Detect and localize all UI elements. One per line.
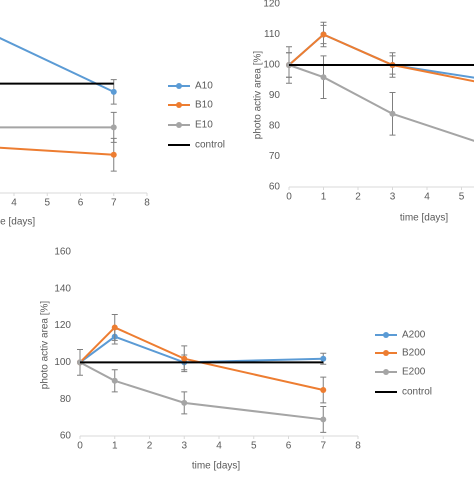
legend-label: B10 (195, 100, 213, 111)
x-tick-label: 8 (355, 441, 361, 452)
legend-label: A200 (402, 330, 426, 341)
y-tick-label: 90 (269, 90, 281, 101)
x-tick-label: 5 (44, 198, 50, 209)
x-axis-label: time [days] (400, 213, 449, 224)
legend-marker (176, 83, 182, 89)
point (320, 416, 327, 423)
x-tick-label: 6 (78, 198, 84, 209)
y-tick-label: 60 (269, 182, 281, 193)
x-tick-label: 7 (111, 198, 117, 209)
x-tick-label: 8 (144, 198, 150, 209)
y-tick-label: 80 (60, 394, 72, 405)
y-tick-label: 120 (263, 0, 280, 10)
point (320, 355, 327, 362)
series-line (0, 36, 115, 93)
point (110, 88, 117, 95)
x-tick-label: 4 (424, 192, 430, 203)
legend-label: control (195, 140, 225, 151)
legend-marker (176, 102, 182, 108)
series-line (79, 335, 324, 364)
point (110, 124, 117, 131)
legend-marker (383, 369, 389, 375)
chart: 0 1 2 3 4 5 60 70 80 90 100 110 120 time [days] photo … (253, 0, 474, 224)
series-line (0, 126, 114, 129)
x-tick-label: 6 (286, 441, 292, 452)
y-axis-label: photo activ area [%] (40, 301, 51, 390)
x-tick-label: 0 (286, 192, 292, 203)
legend-label: B200 (402, 348, 426, 359)
x-tick-label: 0 (77, 441, 83, 452)
x-axis-label: time [days] (192, 461, 241, 472)
legend-label: A10 (195, 81, 213, 92)
legend-marker (383, 350, 389, 356)
legend-marker (383, 332, 389, 338)
y-tick-label: 80 (269, 121, 281, 132)
point (320, 31, 327, 38)
x-tick-label: 2 (147, 441, 153, 452)
point (320, 387, 327, 393)
series-line (288, 64, 474, 142)
x-tick-label: 4 (11, 198, 17, 209)
legend-marker (176, 122, 182, 128)
point (320, 74, 327, 81)
point (181, 399, 188, 406)
legend-label: control (402, 387, 432, 398)
point (111, 377, 118, 384)
point (110, 151, 117, 158)
legend-label: E10 (195, 120, 213, 131)
x-tick-label: 5 (251, 441, 257, 452)
series-line (0, 146, 114, 156)
point (389, 110, 396, 117)
x-tick-label: 5 (459, 192, 465, 203)
y-tick-label: 70 (269, 151, 281, 162)
x-tick-label: 1 (112, 441, 118, 452)
y-tick-label: 120 (54, 320, 71, 331)
y-tick-label: 60 (60, 431, 72, 442)
chart: 4 5 6 7 8 time [days] (0, 36, 150, 228)
y-tick-label: 160 (54, 247, 71, 258)
x-tick-label: 2 (355, 192, 361, 203)
x-tick-label: 4 (216, 441, 222, 452)
y-tick-label: 140 (54, 283, 71, 294)
y-tick-label: 100 (54, 357, 71, 368)
point (181, 355, 188, 362)
x-tick-label: 7 (320, 441, 326, 452)
x-tick-label: 3 (390, 192, 396, 203)
y-axis-label: photo activ area [%] (253, 51, 264, 140)
x-axis-label: time [days] (0, 217, 35, 228)
point (111, 324, 118, 331)
y-tick-label: 110 (264, 29, 280, 40)
series-line (288, 33, 474, 83)
x-tick-label: 3 (181, 441, 187, 452)
legend-label: E200 (402, 367, 426, 378)
chart: 0 1 2 3 4 5 6 7 8 60 80 100 120 140 160 time [days] phot… (40, 247, 362, 472)
x-tick-label: 1 (321, 192, 327, 203)
y-tick-label: 100 (263, 60, 280, 71)
series-line (79, 326, 324, 391)
series-line (79, 361, 324, 421)
